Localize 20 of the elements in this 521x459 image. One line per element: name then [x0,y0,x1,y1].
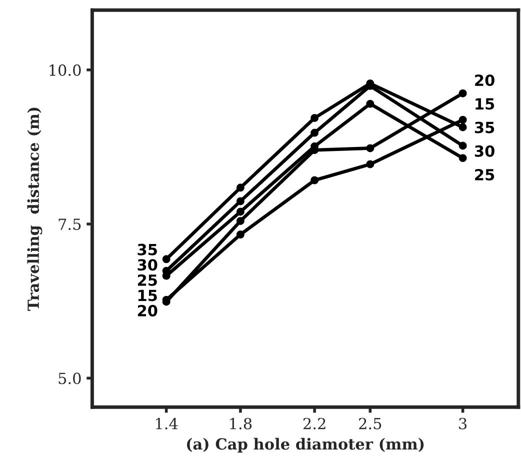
x-tick-label: 1.8 [230,418,252,430]
x-tick-label: 3 [459,418,467,430]
text: 20 [475,74,494,86]
series-label: 35 [138,244,157,256]
y-axis-title: Travelling distance (m) [27,108,42,311]
series-label: 30 [138,259,158,271]
text: 35 [474,122,494,134]
series-label: 25 [138,274,157,286]
y-tick-label: 10.0 [50,64,81,76]
x-axis-title: (a) Cap hole diamoter (mm) [186,438,424,453]
text: 15 [476,98,494,110]
x-tick-label: 1.4 [156,418,178,430]
series-label: 15 [138,290,157,302]
text: 25 [475,168,494,180]
y-tick-label: 5.0 [58,372,81,384]
x-tick-label: 2.2 [303,418,326,430]
text: 30 [474,145,494,157]
y-tick-label: 7.5 [58,218,81,230]
series-label: 20 [138,304,158,316]
x-tick-label: 2.5 [359,418,382,430]
